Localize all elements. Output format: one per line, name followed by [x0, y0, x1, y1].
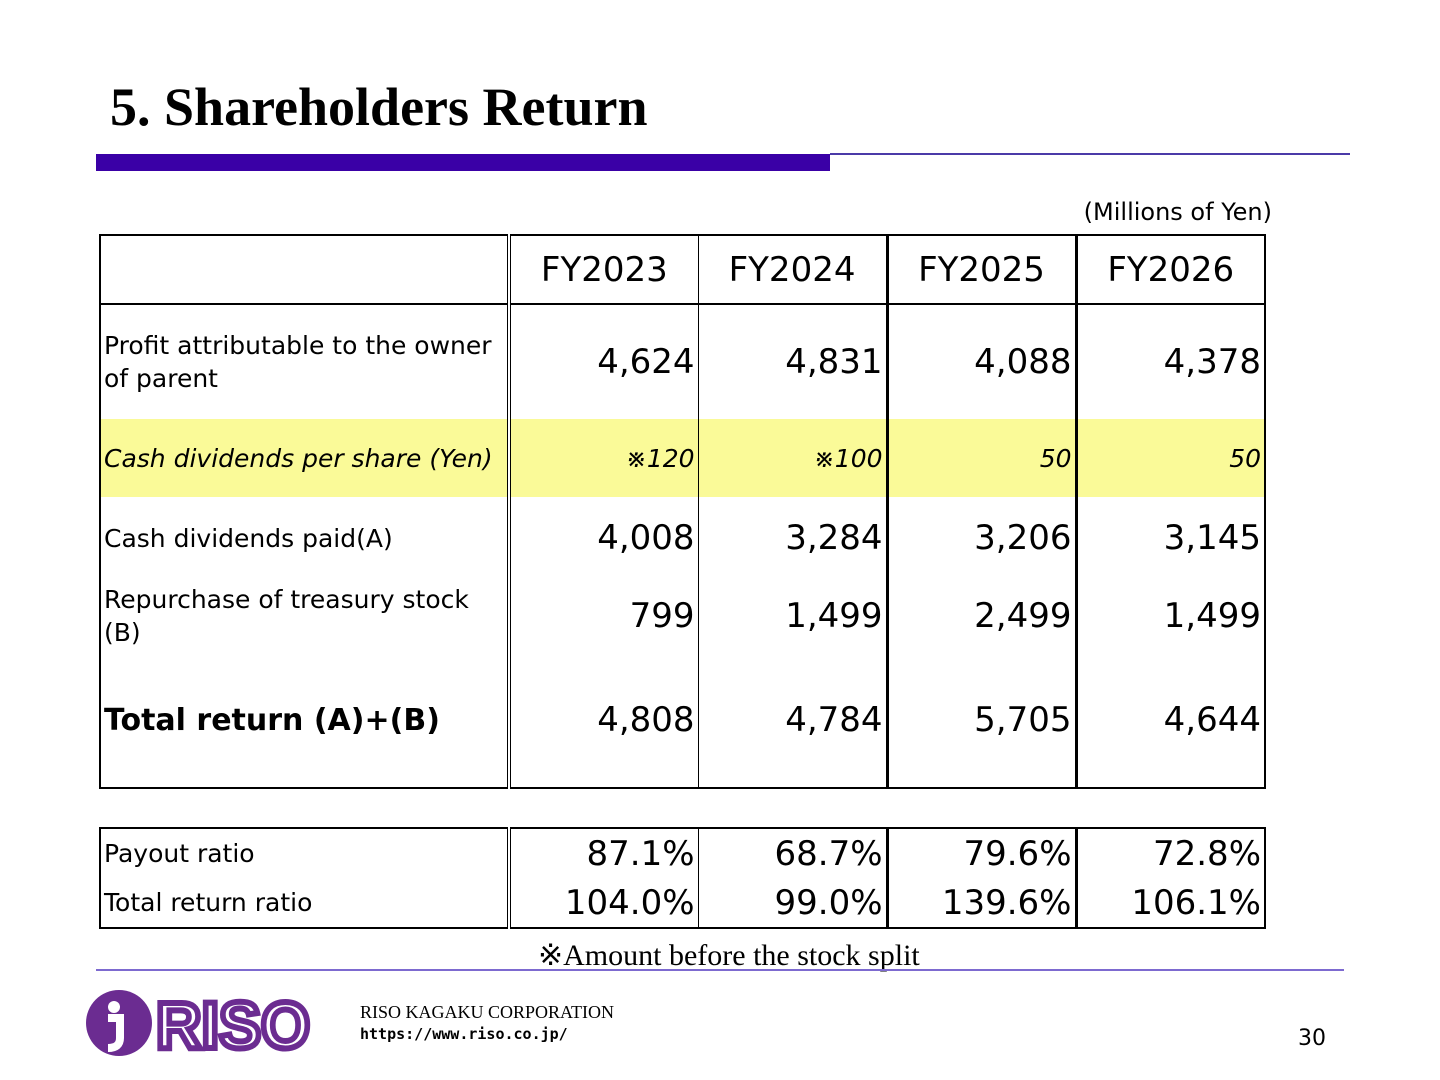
table-cell: 799	[509, 579, 699, 653]
table-row: Total return ratio 104.0% 99.0% 139.6% 1…	[100, 878, 1265, 928]
company-name: RISO KAGAKU CORPORATION	[360, 1002, 615, 1022]
table-row: Cash dividends paid(A) 4,008 3,284 3,206…	[100, 497, 1265, 579]
table-cell: 139.6%	[887, 878, 1078, 928]
units-label: (Millions of Yen)	[1083, 198, 1272, 226]
row-label: Profit attributable to the owner of pare…	[100, 304, 512, 419]
table-cell: 3,284	[698, 497, 889, 579]
table-cell: 4,784	[698, 653, 889, 788]
table-cell: ※120	[509, 419, 699, 497]
table-row-total: Total return (A)+(B) 4,808 4,784 5,705 4…	[100, 653, 1265, 788]
table-row: Profit attributable to the owner of pare…	[100, 304, 1265, 419]
table-cell: 68.7%	[698, 828, 889, 878]
title-underline-thick	[96, 154, 830, 171]
row-label: Total return ratio	[100, 878, 512, 928]
table-cell: 4,808	[509, 653, 699, 788]
table-cell: 87.1%	[509, 828, 699, 878]
table-row: Payout ratio 87.1% 68.7% 79.6% 72.8%	[100, 828, 1265, 878]
column-header: FY2024	[698, 235, 889, 305]
page-title: 5. Shareholders Return	[110, 77, 648, 137]
row-label: Cash dividends per share (Yen)	[100, 419, 512, 497]
header-blank-cell	[100, 235, 512, 305]
table-cell: 99.0%	[698, 878, 889, 928]
footnote: ※Amount before the stock split	[538, 939, 920, 972]
riso-logo: RISO	[86, 988, 313, 1058]
footer-divider	[96, 969, 1344, 971]
row-label: Cash dividends paid(A)	[100, 497, 512, 579]
table-cell: 2,499	[887, 579, 1078, 653]
shareholder-return-table: FY2023 FY2024 FY2025 FY2026 Profit attri…	[99, 234, 1266, 789]
title-underline-thin	[830, 153, 1350, 155]
logo-wordmark: RISO	[156, 988, 310, 1058]
header-row: FY2023 FY2024 FY2025 FY2026	[100, 235, 1265, 305]
column-header: FY2026	[1076, 235, 1265, 305]
table-cell: 3,206	[887, 497, 1078, 579]
table-cell: 4,378	[1163, 342, 1261, 382]
row-label: Total return (A)+(B)	[100, 653, 512, 788]
column-header: FY2025	[887, 235, 1078, 305]
table-cell: 106.1%	[1131, 882, 1261, 923]
company-url: https://www.riso.co.jp/	[360, 1025, 568, 1043]
table-cell: 50	[887, 419, 1078, 497]
row-label: Payout ratio	[100, 828, 512, 878]
table-cell: 3,145	[1163, 518, 1261, 558]
table-cell: 4,831	[698, 304, 889, 419]
table-cell: 79.6%	[887, 828, 1078, 878]
ratio-table: Payout ratio 87.1% 68.7% 79.6% 72.8% Tot…	[99, 827, 1266, 929]
table-cell: 50	[1076, 419, 1265, 497]
table-cell: 1,499	[698, 579, 889, 653]
table-cell: 104.0%	[509, 878, 699, 928]
table-cell: 4,624	[509, 304, 699, 419]
table-cell: 4,008	[509, 497, 699, 579]
table-cell: 4,088	[887, 304, 1078, 419]
page-number: 30	[1298, 1026, 1326, 1051]
table-row-highlighted: Cash dividends per share (Yen) ※120 ※100…	[100, 419, 1265, 497]
row-label: Repurchase of treasury stock (B)	[100, 579, 512, 653]
table-cell: 5,705	[887, 653, 1078, 788]
table-cell: 72.8%	[1152, 833, 1261, 874]
table-cell: ※100	[698, 419, 889, 497]
table-row: Repurchase of treasury stock (B) 799 1,4…	[100, 579, 1265, 653]
table-cell: 1,499	[1163, 596, 1261, 636]
table-cell: 4,644	[1163, 700, 1261, 740]
column-header: FY2023	[509, 235, 699, 305]
